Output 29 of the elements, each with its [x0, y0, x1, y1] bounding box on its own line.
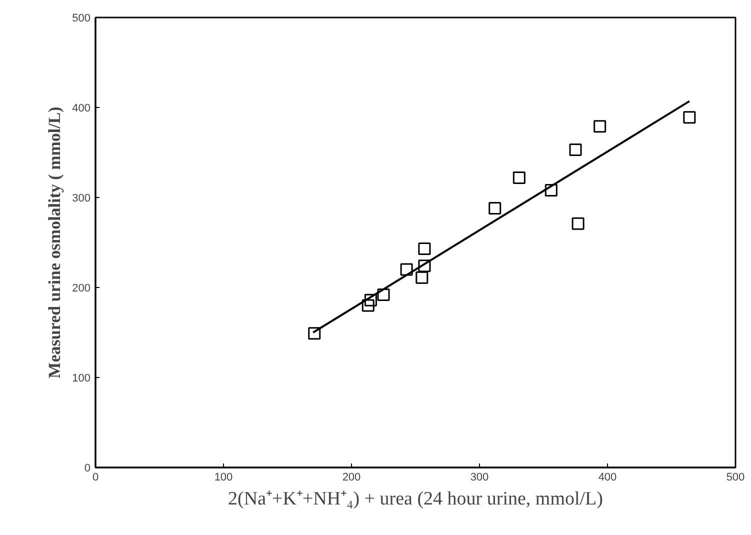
x-tick-label: 500 [726, 472, 745, 484]
x-axis-title: 2(Na⁺+K⁺+NH⁺₄) + urea (24 hour urine, mmol/L) [228, 488, 603, 510]
point [572, 217, 584, 230]
point [308, 327, 321, 340]
y-tick-label: 200 [72, 282, 91, 294]
x-tick-label: 0 [92, 472, 99, 484]
point [364, 294, 377, 306]
y-tick-label: 400 [72, 102, 91, 114]
point [418, 260, 431, 272]
y-tick-label: 300 [72, 192, 91, 204]
point [418, 242, 431, 256]
point [512, 171, 526, 184]
x-tick-label: 400 [598, 472, 617, 484]
point [362, 299, 374, 312]
y-tick-label: 0 [84, 462, 91, 474]
point [544, 184, 558, 197]
point [683, 111, 696, 124]
y-tick-label: 100 [72, 372, 91, 384]
point [416, 271, 428, 284]
x-tick-label: 100 [214, 472, 233, 484]
point [377, 288, 390, 301]
x-tick-label: 200 [342, 472, 361, 484]
point [594, 120, 606, 133]
point [569, 144, 582, 156]
point [488, 202, 502, 215]
point [400, 263, 413, 276]
y-axis-title: Measured urine osmolality ( mmol/L) [45, 106, 64, 378]
x-tick-label: 300 [470, 472, 489, 484]
y-tick-label: 500 [72, 12, 91, 24]
